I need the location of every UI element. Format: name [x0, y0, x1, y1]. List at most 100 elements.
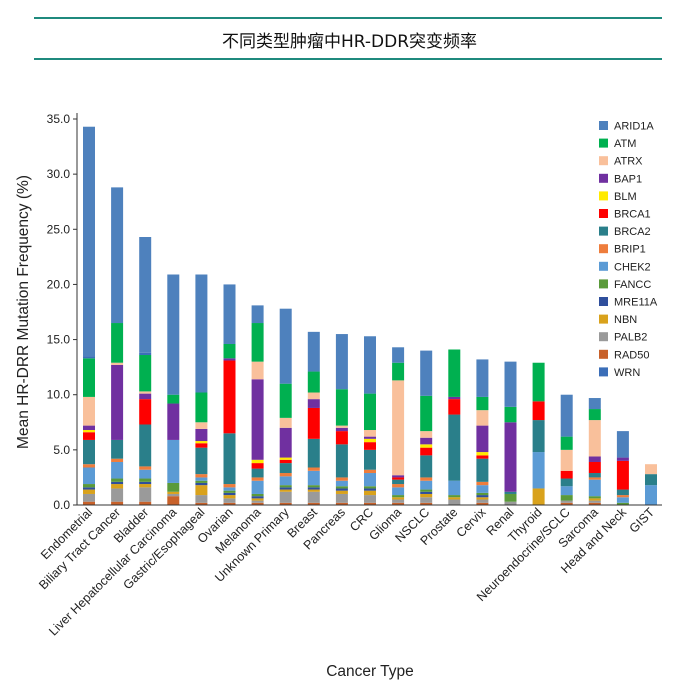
bar-segment-bap1: [588, 456, 601, 462]
bar-segment-brca1: [139, 399, 152, 425]
bar-segment-arid1a: [560, 394, 573, 437]
bar-segment-nbn: [448, 497, 461, 500]
legend-item: BLM: [599, 191, 637, 203]
bar-segment-fancc: [476, 492, 489, 496]
bar-segment-bap1: [504, 422, 517, 492]
legend-swatch: [599, 191, 608, 201]
bar-segment-atm: [588, 409, 601, 421]
bar-segment-brip1: [83, 464, 95, 468]
bar-segment-bap1: [364, 436, 376, 439]
bar-segment-arid1a: [420, 350, 433, 396]
bar-stack: [279, 308, 292, 505]
bar-segment-palb2: [588, 500, 601, 503]
legend-item: RAD50: [599, 349, 649, 361]
bar-stack: [420, 350, 433, 505]
bar-segment-atrx: [392, 380, 405, 476]
bar-segment-chek2: [83, 467, 95, 485]
bar-segment-atrx: [645, 464, 657, 475]
bar-segment-arid1a: [616, 431, 629, 458]
bar-stack: [476, 359, 489, 505]
bar-segment-rad50: [392, 502, 405, 505]
bar-segment-brca2: [560, 478, 573, 487]
legend-item: ARID1A: [599, 121, 654, 133]
bar-segment-fancc: [139, 478, 152, 482]
bar-segment-chek2: [279, 476, 292, 486]
bar-segment-fancc: [560, 495, 573, 501]
bar-segment-atm: [504, 406, 517, 423]
bar-segment-fancc: [504, 493, 517, 502]
bar-segment-nbn: [532, 488, 545, 505]
bar-segment-brca2: [504, 491, 517, 494]
bar-segment-fancc: [364, 486, 376, 489]
bar-segment-chek2: [111, 461, 124, 479]
bar-segment-atm: [251, 323, 264, 362]
bar-stack: [195, 274, 208, 505]
bar-stack: [335, 334, 348, 505]
bar-stack: [223, 284, 236, 505]
bar-segment-brca1: [448, 399, 461, 415]
bar-segment-arid1a: [364, 336, 376, 394]
bar-segment-rad50: [251, 502, 264, 505]
bar-segment-chek2: [616, 497, 629, 503]
bar-segment-brca2: [420, 455, 433, 478]
bar-segment-nbn: [335, 490, 348, 494]
bar-segment-arid1a: [588, 398, 601, 410]
bar-stack: [588, 398, 601, 505]
bar-segment-brip1: [307, 467, 320, 471]
legend-label: FANCC: [614, 279, 651, 291]
bar-segment-nbn: [588, 498, 601, 501]
bar-segment-brip1: [279, 473, 292, 477]
legend-item: MRE11A: [599, 297, 658, 309]
y-tick-label: 20.0: [47, 277, 71, 291]
bar-segment-rad50: [476, 502, 489, 505]
bar-segment-atrx: [588, 420, 601, 457]
y-tick-label: 5.0: [53, 443, 70, 457]
bar-segment-bap1: [448, 396, 461, 400]
bar-segment-nbn: [364, 490, 376, 496]
bar-segment-palb2: [420, 497, 433, 503]
legend-item: WRN: [599, 367, 640, 379]
legend-label: PALB2: [614, 332, 647, 344]
bar-segment-brca2: [139, 424, 152, 467]
legend-item: ATM: [599, 138, 636, 150]
bar-segment-chek2: [364, 473, 376, 487]
bar-segment-atm: [392, 362, 405, 381]
bar-segment-atrx: [476, 410, 489, 426]
bar-segment-arid1a: [504, 361, 517, 407]
bar-segment-fancc: [335, 486, 348, 489]
bar-segment-palb2: [560, 500, 573, 503]
bar-segment-atm: [195, 392, 208, 423]
legend-label: ARID1A: [614, 121, 654, 133]
bar-segment-mre11a: [111, 481, 124, 485]
bar-segment-brip1: [420, 477, 433, 481]
x-category-label: GIST: [627, 505, 658, 536]
bar-segment-brca2: [83, 439, 95, 465]
legend-swatch: [599, 209, 608, 218]
bar-segment-brca1: [279, 459, 292, 464]
bar-segment-arid1a: [195, 274, 208, 393]
bar-segment-bap1: [335, 427, 348, 432]
legend-item: BRIP1: [599, 244, 646, 256]
bar-segment-nbn: [420, 493, 433, 498]
bar-stack: [167, 274, 180, 505]
bar-segment-bap1: [420, 437, 433, 445]
legend-label: WRN: [614, 367, 640, 379]
bar-segment-atrx: [279, 417, 292, 428]
bar-segment-brca1: [307, 407, 320, 439]
bar-segment-atm: [448, 349, 461, 397]
bar-segment-mre11a: [279, 487, 292, 490]
bar-segment-mre11a: [223, 492, 236, 496]
bar-segment-brca2: [448, 414, 461, 481]
bar-segment-atm: [139, 355, 152, 392]
legend-swatch: [599, 244, 608, 254]
bar-segment-brca2: [392, 479, 405, 485]
bar-segment-blm: [279, 457, 292, 460]
bar-segment-rad50: [167, 496, 180, 505]
bar-segment-brip1: [195, 474, 208, 478]
bar-segment-brca1: [223, 360, 236, 434]
bar-segment-nbn: [139, 484, 152, 488]
bar-segment-bap1: [139, 393, 152, 400]
bar-segment-palb2: [167, 493, 180, 497]
bar-stack: [504, 361, 517, 505]
